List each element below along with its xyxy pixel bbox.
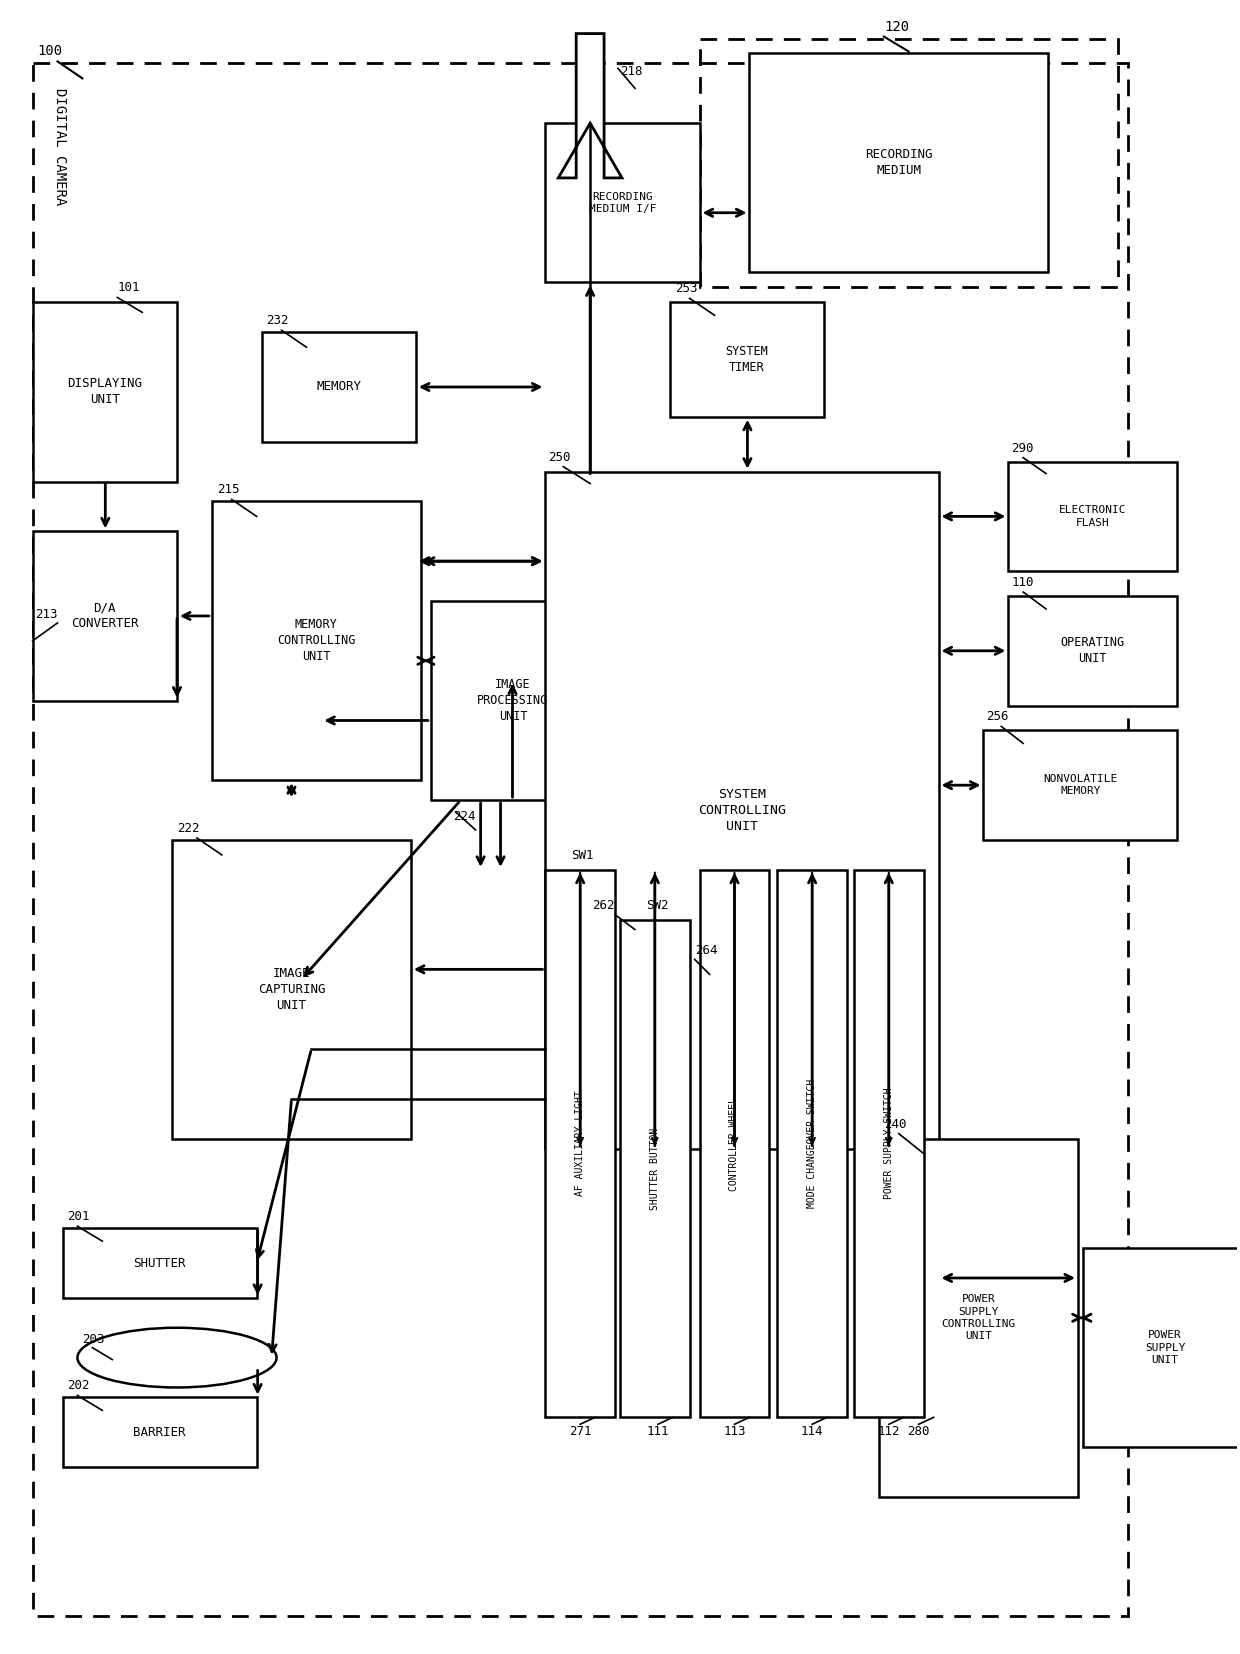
Bar — [983, 731, 1178, 840]
Text: MEMORY
CONTROLLING
UNIT: MEMORY CONTROLLING UNIT — [278, 619, 356, 663]
Bar — [1083, 1249, 1240, 1447]
Bar — [172, 840, 410, 1138]
Text: MODE CHANGEOVER SWITCH: MODE CHANGEOVER SWITCH — [807, 1078, 817, 1207]
Text: 232: 232 — [267, 314, 289, 327]
Bar — [62, 1229, 257, 1298]
Text: 262: 262 — [593, 898, 615, 911]
Text: 271: 271 — [569, 1426, 591, 1439]
Text: POWER
SUPPLY
UNIT: POWER SUPPLY UNIT — [1145, 1330, 1185, 1365]
Text: SHUTTER: SHUTTER — [134, 1257, 186, 1270]
Text: 213: 213 — [35, 609, 57, 620]
Text: 110: 110 — [1012, 576, 1034, 589]
Bar — [546, 122, 699, 283]
Bar — [620, 920, 689, 1417]
Ellipse shape — [77, 1328, 277, 1388]
Text: MEMORY: MEMORY — [316, 380, 361, 394]
Bar — [212, 501, 420, 781]
Text: 280: 280 — [908, 1426, 930, 1439]
Bar — [546, 870, 615, 1417]
Bar — [62, 1398, 257, 1467]
Text: SHUTTER BUTTON: SHUTTER BUTTON — [650, 1128, 660, 1209]
Text: 224: 224 — [453, 810, 475, 824]
Bar — [879, 1138, 1078, 1497]
Text: SYSTEM
CONTROLLING
UNIT: SYSTEM CONTROLLING UNIT — [698, 787, 786, 832]
Bar — [699, 870, 769, 1417]
Text: AF AUXILIARY LIGHT: AF AUXILIARY LIGHT — [575, 1090, 585, 1196]
Text: D/A
CONVERTER: D/A CONVERTER — [71, 602, 139, 630]
Text: RECORDING
MEDIUM I/F: RECORDING MEDIUM I/F — [589, 192, 656, 213]
Bar — [32, 63, 1127, 1616]
Text: DIGITAL CAMERA: DIGITAL CAMERA — [52, 88, 67, 205]
Bar — [1008, 461, 1178, 571]
Text: SYSTEM
TIMER: SYSTEM TIMER — [725, 346, 769, 374]
Text: NONVOLATILE
MEMORY: NONVOLATILE MEMORY — [1043, 774, 1117, 796]
Text: 256: 256 — [986, 711, 1009, 723]
Text: IMAGE
CAPTURING
UNIT: IMAGE CAPTURING UNIT — [258, 968, 325, 1012]
Text: IMAGE
PROCESSING
UNIT: IMAGE PROCESSING UNIT — [477, 678, 548, 723]
Bar — [430, 600, 595, 801]
Bar — [32, 303, 177, 481]
Bar — [546, 471, 939, 1148]
Text: ELECTRONIC
FLASH: ELECTRONIC FLASH — [1059, 504, 1127, 528]
Text: 218: 218 — [620, 66, 642, 78]
Bar — [670, 303, 825, 417]
Text: POWER SUPPLY SWITCH: POWER SUPPLY SWITCH — [884, 1088, 894, 1199]
Text: 112: 112 — [878, 1426, 900, 1439]
Text: 250: 250 — [548, 450, 570, 463]
Text: 215: 215 — [217, 483, 239, 496]
Text: RECORDING
MEDIUM: RECORDING MEDIUM — [866, 149, 932, 177]
Bar — [699, 38, 1117, 288]
Text: 101: 101 — [118, 281, 140, 294]
Text: SW1: SW1 — [570, 849, 594, 862]
Text: 222: 222 — [177, 822, 200, 835]
Text: 290: 290 — [1012, 442, 1034, 455]
Text: 202: 202 — [67, 1379, 91, 1393]
Text: 201: 201 — [67, 1211, 91, 1224]
Text: 113: 113 — [723, 1426, 745, 1439]
Text: 240: 240 — [884, 1118, 906, 1131]
Text: 100: 100 — [37, 45, 63, 58]
Text: SW2: SW2 — [646, 898, 670, 911]
Text: POWER
SUPPLY
CONTROLLING
UNIT: POWER SUPPLY CONTROLLING UNIT — [941, 1293, 1016, 1341]
Text: CONTROLLER WHEEL: CONTROLLER WHEEL — [729, 1097, 739, 1191]
Polygon shape — [558, 33, 622, 179]
Text: OPERATING
UNIT: OPERATING UNIT — [1060, 637, 1125, 665]
Text: BARRIER: BARRIER — [134, 1426, 186, 1439]
Bar — [1008, 595, 1178, 706]
Text: 253: 253 — [675, 283, 697, 296]
Text: DISPLAYING
UNIT: DISPLAYING UNIT — [67, 377, 143, 407]
Text: 264: 264 — [694, 944, 717, 958]
Bar — [262, 332, 415, 442]
Bar — [854, 870, 924, 1417]
Text: 120: 120 — [884, 20, 909, 33]
Bar — [749, 53, 1048, 273]
Text: 203: 203 — [82, 1333, 105, 1346]
Bar — [777, 870, 847, 1417]
Bar — [32, 531, 177, 701]
Text: 111: 111 — [646, 1426, 670, 1439]
Text: 114: 114 — [801, 1426, 823, 1439]
